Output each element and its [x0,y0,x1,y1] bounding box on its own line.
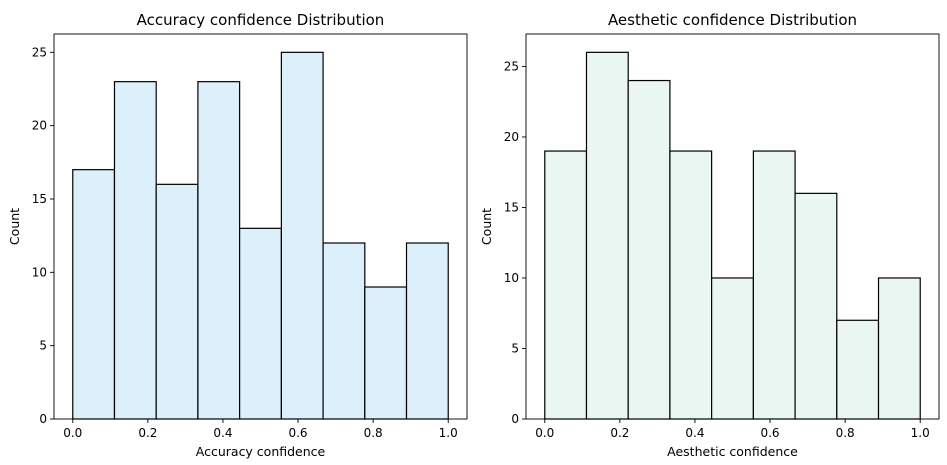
y-tick-label: 25 [504,59,519,73]
histogram-bar [322,242,366,420]
y-tick-label: 25 [32,45,47,59]
histogram-bar [544,150,588,420]
x-tick-label: 1.0 [911,426,930,440]
plot-frame [525,33,940,420]
x-tick-label: 0.8 [364,426,383,440]
y-tick-label: 0 [511,412,519,426]
y-tick-label: 10 [504,271,519,285]
histogram-bar [794,192,838,420]
x-tick-label: 0.2 [610,426,629,440]
histogram-panel-1: 0.0 0.2 0.4 0.6 0.8 1.0 0 5 10 15 20 25 Accuracy con… [7,11,468,459]
x-tick-label: 1.0 [439,426,458,440]
x-tick-label: 0.8 [836,426,855,440]
y-tick-label: 5 [39,339,47,353]
histogram-bar [752,150,796,420]
histogram-bar [155,183,199,420]
chart-title: Accuracy confidence Distribution [137,11,385,29]
y-tick-label: 15 [32,192,47,206]
y-axis-label: Count [479,208,494,245]
histogram-bar [669,150,713,420]
histogram-bar [72,169,116,420]
y-tick-label: 5 [511,341,519,355]
x-tick-label: 0.0 [63,426,82,440]
plot-frame [53,33,468,420]
x-tick-label: 0.4 [685,426,704,440]
y-tick-label: 20 [504,130,519,144]
x-axis-label: Aesthetic confidence [667,444,798,459]
histogram-bar [280,51,324,420]
histogram-bar [836,319,880,420]
x-tick-label: 0.6 [760,426,779,440]
histogram-bar [585,51,629,420]
x-tick-label: 0.0 [535,426,554,440]
y-tick-label: 10 [32,265,47,279]
histogram-bar [239,227,282,420]
histogram-bar [364,286,408,420]
y-tick-label: 15 [504,200,519,214]
chart-title: Aesthetic confidence Distribution [608,11,857,29]
y-tick-label: 0 [39,412,47,426]
histogram-panel-2: 0.0 0.2 0.4 0.6 0.8 1.0 0 5 10 15 20 25 Aesthetic co… [479,11,940,459]
x-tick-label: 0.2 [138,426,157,440]
y-axis-label: Count [7,208,22,245]
histogram-bar [197,81,241,420]
histogram-bar [627,79,671,420]
x-tick-label: 0.6 [288,426,307,440]
histogram-bar [711,277,754,420]
histogram-bar [877,277,921,420]
x-tick-label: 0.4 [213,426,232,440]
histogram-bar [405,242,449,420]
histogram-bar [113,81,157,420]
y-tick-label: 20 [32,119,47,133]
x-axis-label: Accuracy confidence [196,444,326,459]
